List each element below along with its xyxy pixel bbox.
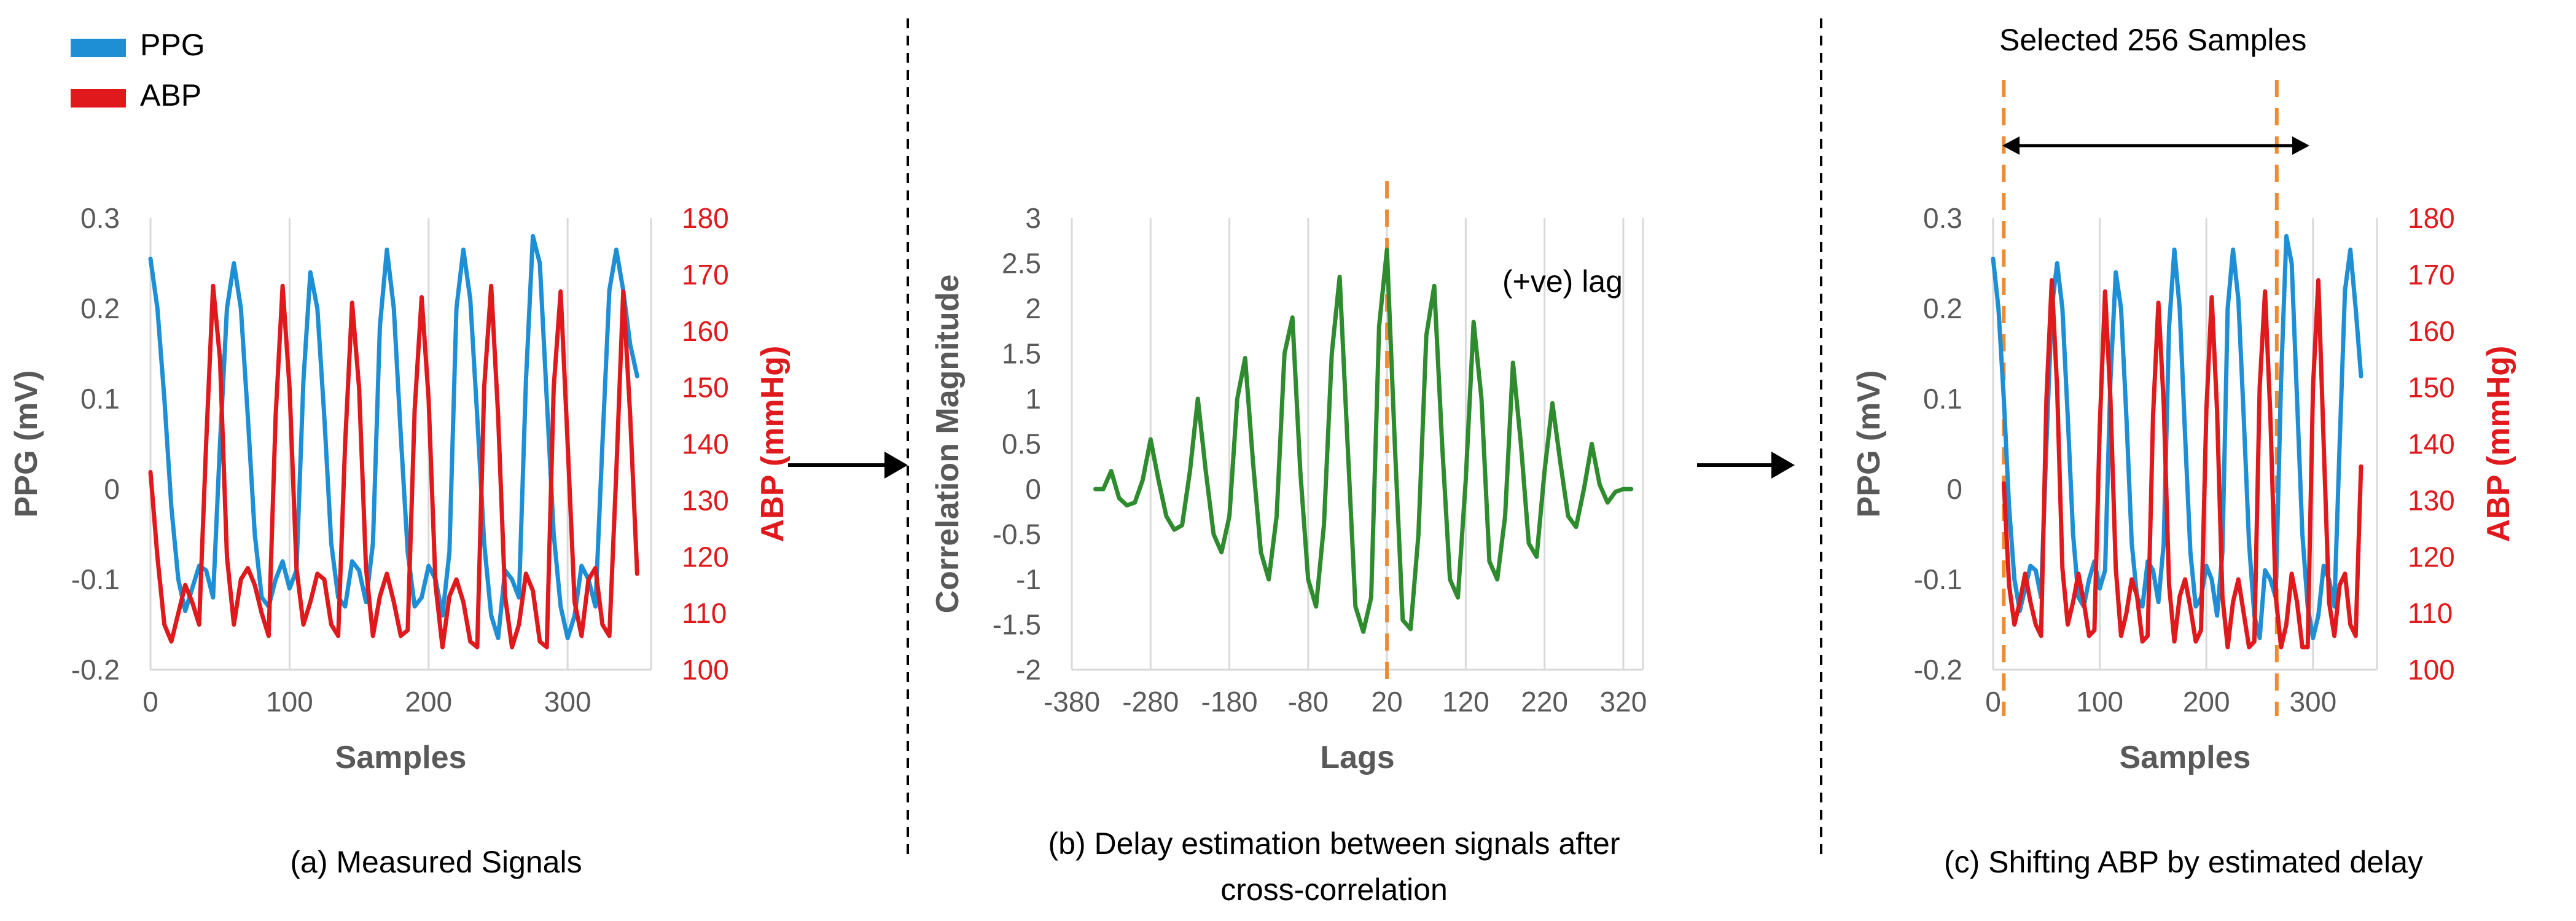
y-tick-label: 0	[104, 473, 120, 505]
y-axis-title: PPG (mV)	[9, 370, 44, 518]
x-tick-label: 200	[405, 686, 452, 718]
y-tick-label: 0.5	[1002, 428, 1041, 460]
y-tick-label: -1.5	[993, 609, 1041, 641]
y2-tick-label: 130	[682, 484, 729, 516]
y2-tick-label: 100	[2408, 654, 2455, 686]
chart-panel-b: -380 -280 -180 -80 20 120 220 320 -2 -1.5 -1 -0.5 0 0…	[930, 181, 1647, 775]
y2-tick-label: 170	[2408, 259, 2455, 291]
y-tick-label: 0	[1946, 473, 1962, 505]
legend-label-abp: ABP	[140, 78, 201, 112]
y-tick-label: -0.2	[1914, 654, 1962, 686]
x-axis-title: Samples	[2120, 740, 2251, 775]
y2-tick-label: 120	[682, 541, 729, 573]
series-line-abp	[148, 283, 639, 649]
chart-panel-a: 0 100 200 300 -0.2 -0.1 0 0.1 0.2 0.3 100 110 120 130…	[9, 202, 790, 775]
y2-tick-label: 160	[2408, 315, 2455, 347]
y-tick-label: 1	[1025, 383, 1041, 415]
legend: PPG ABP	[71, 28, 205, 112]
chart-panel-c: 0 100 200 300 -0.2 -0.1 0 0.1 0.2 0.3 100 110 120 130…	[1851, 80, 2516, 775]
y2-tick-label: 100	[682, 654, 729, 686]
y2-tick-label: 150	[2408, 372, 2455, 404]
x-tick-label: 20	[1372, 686, 1403, 718]
y2-tick-label: 120	[2408, 541, 2455, 573]
y-tick-label: 0.2	[1923, 292, 1962, 324]
selected-range-arrow	[2002, 136, 2309, 155]
series-line-ppg	[148, 233, 639, 640]
flow-arrow-a-to-b	[788, 452, 908, 479]
y2-tick-label: 150	[682, 372, 729, 404]
y2-tick-label: 110	[2408, 597, 2453, 629]
y-tick-label: 0.1	[1923, 383, 1962, 415]
series-line-abp	[2001, 278, 2363, 649]
y2-tick-label: 140	[2408, 428, 2455, 460]
caption-b-line2: cross-correlation	[1220, 872, 1448, 907]
x-tick-label: 0	[1985, 686, 2001, 718]
y2-tick-label: 180	[2408, 202, 2455, 234]
series-line-ppg	[1991, 233, 2363, 640]
y-tick-label: -1	[1016, 563, 1041, 595]
y-tick-label: 0	[1025, 473, 1041, 505]
x-tick-label: -380	[1044, 686, 1100, 718]
x-tick-label: 200	[2183, 686, 2230, 718]
y-tick-label: -0.1	[71, 563, 120, 595]
y-tick-label: 0.1	[80, 383, 120, 415]
x-tick-label: 100	[266, 686, 313, 718]
x-tick-label: 120	[1442, 686, 1489, 718]
y2-tick-label: 140	[682, 428, 729, 460]
x-tick-label: -180	[1201, 686, 1258, 718]
selected-samples-annotation: Selected 256 Samples	[1999, 23, 2306, 57]
y2-axis-title: ABP (mmHg)	[2481, 346, 2516, 543]
legend-label-ppg: PPG	[140, 28, 205, 62]
legend-swatch-ppg	[71, 39, 126, 57]
x-tick-label: 320	[1600, 686, 1647, 718]
y-tick-label: 0.2	[80, 292, 120, 324]
y-tick-label: 1.5	[1002, 338, 1041, 370]
y-tick-label: 2.5	[1002, 248, 1041, 280]
y-tick-label: 0.3	[1923, 202, 1962, 234]
y2-tick-label: 160	[682, 315, 729, 347]
caption-c: (c) Shifting ABP by estimated delay	[1944, 845, 2423, 879]
y2-tick-label: 170	[682, 259, 729, 291]
x-tick-label: 100	[2076, 686, 2123, 718]
x-tick-label: 0	[142, 686, 158, 718]
y-tick-label: -0.2	[71, 654, 120, 686]
y-tick-label: -0.5	[993, 519, 1041, 551]
y-tick-label: 3	[1025, 202, 1041, 234]
y-tick-label: -0.1	[1914, 563, 1962, 595]
x-tick-label: 300	[544, 686, 591, 718]
y2-tick-label: 130	[2408, 484, 2455, 516]
y-axis-title: Correlation Magnitude	[930, 275, 966, 614]
y-tick-label: 2	[1025, 292, 1041, 324]
x-tick-label: 220	[1521, 686, 1568, 718]
flow-arrow-b-to-c	[1697, 452, 1795, 479]
y2-axis-title: ABP (mmHg)	[755, 346, 790, 543]
y-tick-label: 0.3	[80, 202, 120, 234]
series-line-correlation	[1093, 247, 1634, 634]
y-tick-label: -2	[1016, 654, 1041, 686]
caption-b-line1: (b) Delay estimation between signals aft…	[1048, 826, 1620, 861]
x-tick-label: -280	[1122, 686, 1179, 718]
y2-tick-label: 180	[682, 202, 729, 234]
caption-a: (a) Measured Signals	[290, 845, 582, 879]
x-axis-title: Samples	[335, 740, 467, 775]
y2-tick-label: 110	[682, 597, 727, 629]
x-axis-title: Lags	[1320, 740, 1394, 775]
legend-swatch-abp	[71, 89, 126, 108]
x-tick-label: 300	[2289, 686, 2336, 718]
x-tick-label: -80	[1288, 686, 1329, 718]
lag-annotation: (+ve) lag	[1502, 264, 1623, 299]
y-axis-title: PPG (mV)	[1851, 370, 1887, 518]
